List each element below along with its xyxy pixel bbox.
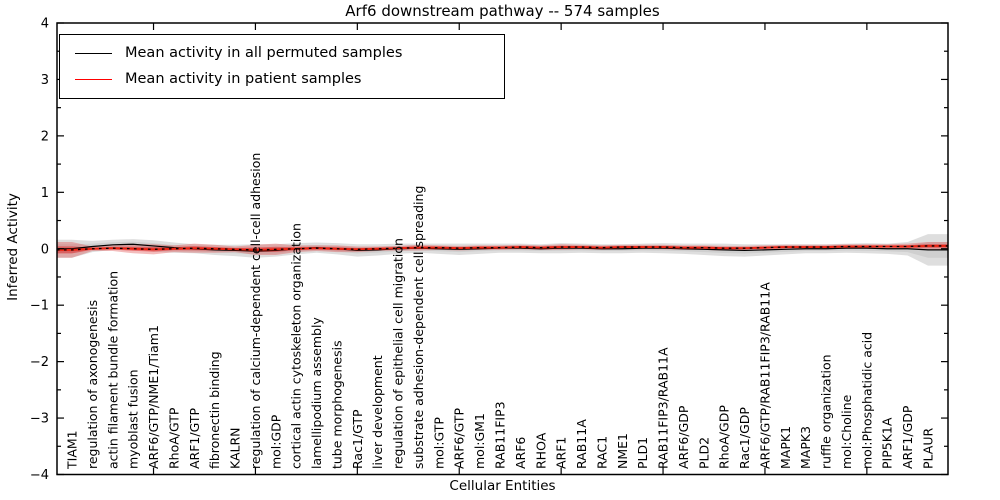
patient-band-outer — [57, 241, 948, 258]
x-tick-label: fibronectin binding — [207, 351, 222, 469]
patient-dotted-overlay — [57, 245, 948, 251]
x-tick-label: PIP5K1A — [880, 417, 895, 469]
x-tick-label: MAPK3 — [798, 426, 813, 469]
x-tick-label: Rac1/GTP — [350, 409, 365, 469]
x-tick-label: mol:GTP — [431, 417, 446, 469]
x-tick-label: ARF1/GTP — [187, 408, 202, 469]
x-tick-label: PLD1 — [635, 437, 650, 469]
x-tick-label: ARF6/GDP — [676, 405, 691, 469]
y-tick-label: 3 — [41, 73, 49, 88]
y-tick-label: −3 — [30, 412, 49, 427]
x-tick-label: ARF6/GTP/NME1/Tiam1 — [146, 325, 161, 469]
x-tick-label: ARF6/GTP — [452, 408, 467, 469]
x-tick-label: regulation of epithelial cell migration — [391, 238, 406, 469]
x-tick-label: liver development — [370, 355, 385, 469]
x-tick-label: ARF1 — [554, 437, 569, 469]
x-tick-label: RhoA/GTP — [166, 407, 181, 469]
x-tick-label: RAB11A — [574, 419, 589, 469]
x-tick-label: ruffle organization — [819, 354, 834, 469]
x-tick-label: TIAM1 — [65, 430, 80, 470]
x-tick-label: MAPK1 — [778, 426, 793, 469]
y-tick-label: −2 — [30, 355, 49, 370]
y-tick-label: 0 — [41, 242, 49, 257]
patient-band-inner — [57, 244, 948, 254]
x-tick-label: NME1 — [615, 433, 630, 469]
x-tick-label: lamellipodium assembly — [309, 317, 324, 469]
x-tick-label: regulation of calcium-dependent cell-cel… — [248, 153, 263, 469]
legend-line-sample-icon — [75, 52, 112, 54]
x-tick-label: Rac1/GDP — [737, 407, 752, 469]
permuted-band-inner — [57, 241, 948, 258]
x-tick-label: mol:GM1 — [472, 413, 487, 469]
x-tick-label: tube morphogenesis — [329, 340, 344, 469]
x-axis-label: Cellular Entities — [449, 478, 556, 494]
y-tick-label: 1 — [41, 186, 49, 201]
legend-item-label: Mean activity in patient samples — [125, 71, 362, 87]
chart-title: Arf6 downstream pathway -- 574 samples — [345, 2, 660, 20]
x-tick-label: RHOA — [533, 432, 548, 469]
x-tick-label: ARF6/GTP/RAB11FIP3/RAB11A — [757, 282, 772, 469]
legend: Mean activity in all permuted samples Me… — [59, 34, 505, 99]
x-tick-label: RhoA/GDP — [717, 405, 732, 469]
x-tick-label: ARF6 — [513, 437, 528, 469]
y-tick-label: 4 — [41, 17, 49, 32]
legend-item-label: Mean activity in all permuted samples — [125, 45, 403, 61]
x-tick-label: RAC1 — [594, 436, 609, 469]
x-tick-label: cortical actin cytoskeleton organization — [289, 223, 304, 469]
x-tick-label: RAB11FIP3/RAB11A — [656, 347, 671, 469]
x-tick-label: RAB11FIP3 — [493, 401, 508, 469]
x-tick-label: regulation of axonogenesis — [85, 300, 100, 469]
x-tick-label: ARF1/GDP — [900, 405, 915, 469]
x-tick-label: mol:Choline — [839, 394, 854, 469]
x-tick-label: PLAUR — [921, 428, 936, 469]
y-tick-label: 2 — [41, 129, 49, 144]
x-tick-label: myoblast fusion — [126, 369, 141, 469]
x-tick-label: actin filament bundle formation — [105, 271, 120, 469]
x-tick-label: PLD2 — [696, 437, 711, 469]
x-tick-label: mol:Phosphatidic acid — [859, 332, 874, 469]
legend-item-permuted: Mean activity in all permuted samples — [60, 40, 504, 66]
legend-item-patient: Mean activity in patient samples — [60, 66, 504, 92]
y-tick-label: −1 — [30, 299, 49, 314]
y-tick-label: −4 — [30, 468, 49, 483]
x-tick-label: substrate adhesion-dependent cell spread… — [411, 186, 426, 469]
legend-line-sample-icon — [75, 78, 112, 80]
permuted-band-outer — [57, 234, 948, 266]
x-tick-label: KALRN — [228, 427, 243, 469]
x-tick-label: mol:GDP — [268, 414, 283, 469]
